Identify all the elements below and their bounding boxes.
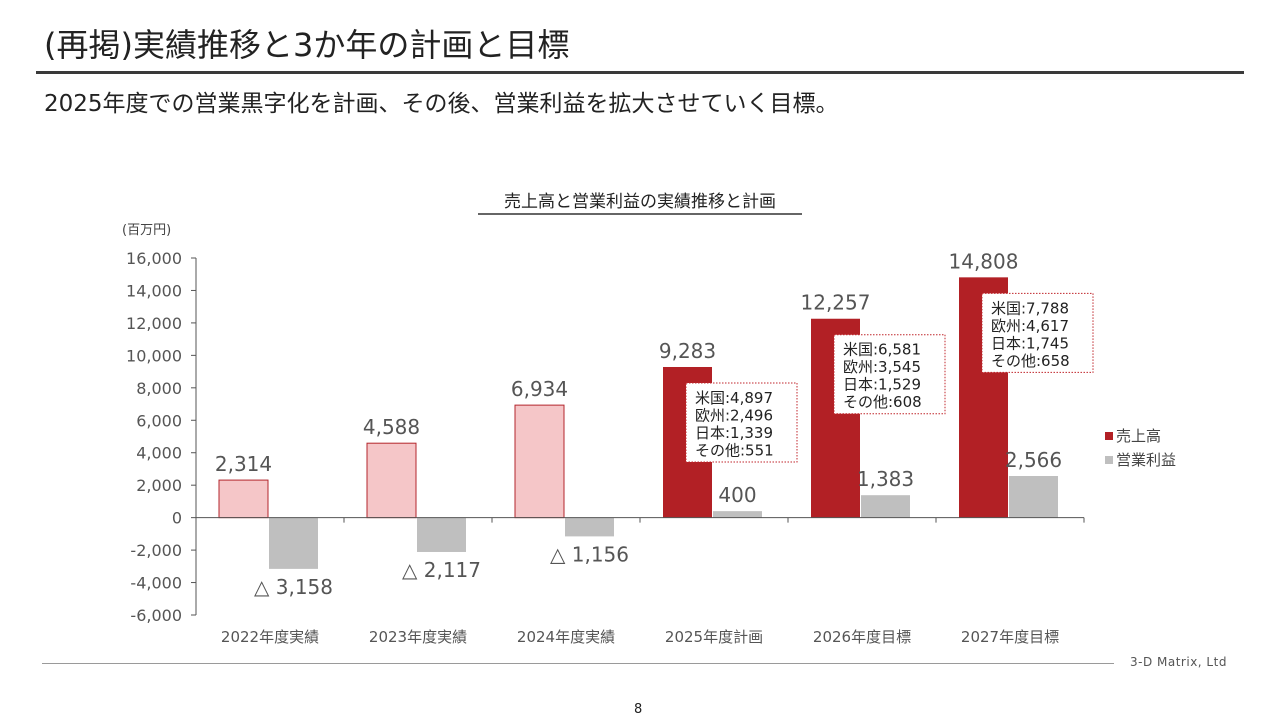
operating-profit-value-label: △ 2,117	[402, 558, 481, 582]
x-axis: 2022年度実績 2023年度実績 2024年度実績 2025年度計画 2026年度目標…	[195, 517, 1085, 646]
operating-profit-value-label: 2,566	[1005, 448, 1062, 472]
operating-profit-value-label: 400	[718, 483, 756, 507]
operating-profit-bar	[1009, 475, 1058, 518]
unit-label: (百万円)	[122, 223, 171, 238]
y-tick-label: 10,000	[126, 346, 182, 365]
legend-swatch	[1105, 432, 1113, 440]
regional-breakdown-line: その他:658	[991, 352, 1070, 370]
sales-value-label: 2,314	[215, 452, 272, 476]
sales-value-label: 9,283	[659, 339, 716, 363]
y-tick-label: 4,000	[136, 444, 182, 463]
x-category-label: 2026年度目標	[813, 628, 911, 646]
x-category-label: 2027年度目標	[961, 628, 1059, 646]
regional-breakdown-line: 日本:1,745	[991, 334, 1069, 352]
legend-label: 営業利益	[1116, 451, 1176, 469]
y-tick-label: 12,000	[126, 314, 182, 333]
x-category-label: 2025年度計画	[665, 628, 763, 646]
sales-value-label: 12,257	[801, 291, 871, 315]
sales-value-label: 4,588	[363, 415, 420, 439]
x-category-label: 2023年度実績	[369, 628, 467, 646]
sales-value-label: 6,934	[511, 377, 568, 401]
regional-breakdown-line: 米国:4,897	[695, 389, 773, 407]
sales-value-label: 14,808	[949, 249, 1019, 273]
regional-breakdown-line: その他:551	[695, 441, 774, 459]
title-divider	[36, 71, 1244, 74]
y-tick-label: 14,000	[126, 281, 182, 300]
y-tick-label: 8,000	[136, 379, 182, 398]
bars	[218, 277, 1058, 569]
regional-breakdown-line: 欧州:3,545	[843, 358, 921, 376]
regional-breakdown-line: 米国:6,581	[843, 341, 921, 359]
regional-callouts: 米国:4,897欧州:2,496日本:1,339その他:551米国:6,581欧…	[685, 292, 1094, 463]
operating-profit-bar	[269, 517, 318, 569]
regional-breakdown-line: 欧州:2,496	[695, 406, 773, 424]
y-tick-label: -2,000	[130, 541, 182, 560]
x-category-label: 2024年度実績	[517, 628, 615, 646]
sales-bar	[366, 442, 417, 519]
legend-label: 売上高	[1116, 427, 1161, 445]
operating-profit-bar	[417, 517, 466, 552]
y-tick-label: 2,000	[136, 476, 182, 495]
sales-bar	[218, 479, 269, 519]
y-tick-label: -4,000	[130, 574, 182, 593]
operating-profit-bar	[861, 495, 910, 518]
company-name: 3-D Matrix, Ltd	[1130, 655, 1227, 669]
y-tick-label: 16,000	[126, 249, 182, 268]
regional-breakdown-line: 日本:1,339	[695, 424, 773, 442]
x-category-label: 2022年度実績	[221, 628, 319, 646]
slide-title: (再掲)実績推移と3か年の計画と目標	[44, 26, 570, 64]
operating-profit-value-label: △ 1,156	[550, 542, 629, 566]
y-axis: 16,000 14,000 12,000 10,000 8,000 6,000 4,000 2…	[126, 249, 197, 625]
slide-subtitle: 2025年度での営業黒字化を計画、その後、営業利益を拡大させていく目標。	[44, 91, 839, 117]
y-tick-label: 0	[172, 509, 182, 528]
y-tick-label: -6,000	[130, 606, 182, 625]
legend-swatch	[1105, 456, 1113, 464]
regional-breakdown-line: その他:608	[843, 393, 922, 411]
page-number: 8	[634, 702, 643, 717]
regional-breakdown-line: 日本:1,529	[843, 376, 921, 394]
sales-bar	[514, 404, 565, 519]
data-labels: 2,314 △ 3,158 4,588 △ 2,117 6,934 △ 1,156 9,28…	[215, 249, 1062, 599]
regional-breakdown-box	[685, 382, 798, 463]
operating-profit-bar	[713, 511, 762, 518]
regional-breakdown-box	[833, 334, 946, 415]
chart-title: 売上高と営業利益の実績推移と計画	[504, 192, 776, 212]
y-tick-label: 6,000	[136, 411, 182, 430]
regional-breakdown-line: 米国:7,788	[991, 299, 1069, 317]
footer-divider	[42, 663, 1114, 664]
operating-profit-bar	[565, 517, 614, 537]
operating-profit-value-label: △ 3,158	[254, 575, 333, 599]
operating-profit-value-label: 1,383	[857, 467, 914, 491]
regional-breakdown-box	[981, 292, 1094, 373]
regional-breakdown-line: 欧州:4,617	[991, 317, 1069, 335]
